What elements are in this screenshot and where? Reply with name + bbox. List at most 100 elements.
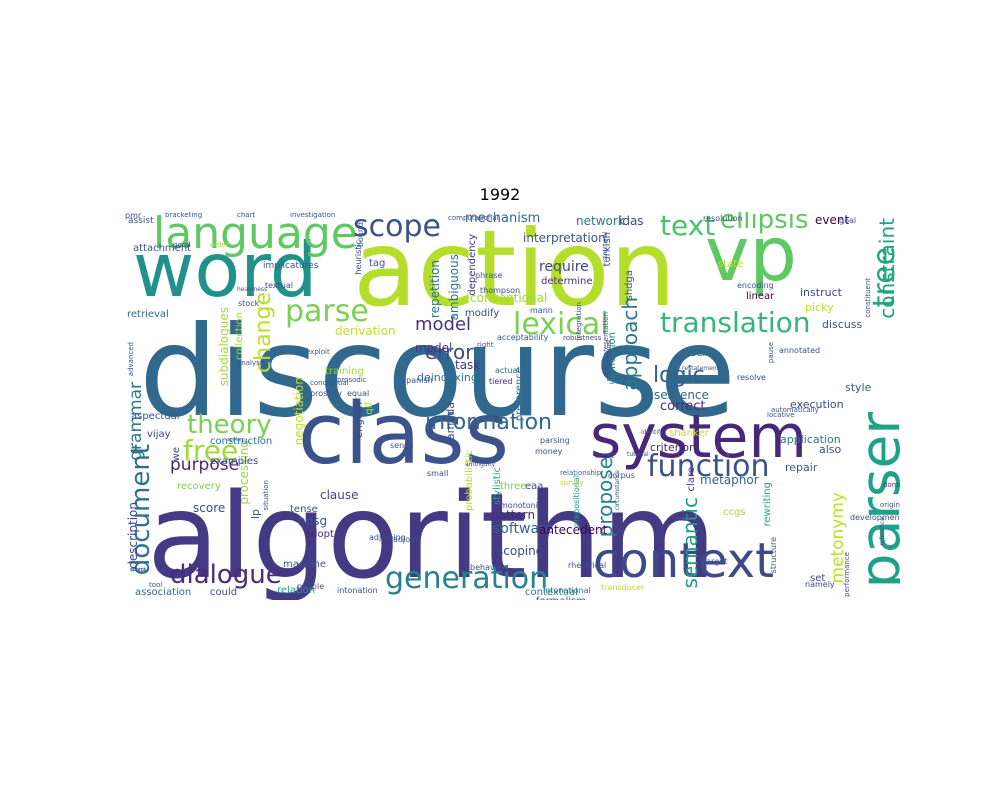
cloud-word: transducer	[601, 583, 645, 592]
cloud-word: also	[819, 443, 842, 456]
cloud-word: constituent	[864, 278, 872, 318]
cloud-word: could	[210, 587, 238, 598]
cloud-word: original	[880, 501, 900, 509]
cloud-word: situation	[262, 480, 270, 511]
cloud-word: ccgs	[723, 507, 746, 518]
cloud-word: pattern	[491, 508, 536, 522]
cloud-word: it	[305, 446, 309, 452]
cloud-word: vijay	[147, 429, 171, 440]
cloud-word: tense	[290, 504, 318, 515]
cloud-word: idas	[619, 214, 644, 228]
cloud-word: sentence	[654, 388, 709, 402]
cloud-word: examples	[210, 456, 259, 467]
cloud-word: structural	[602, 232, 609, 262]
cloud-word: shdga	[624, 270, 635, 301]
cloud-word: money	[535, 447, 563, 456]
cloud-word: picky	[805, 301, 834, 314]
cloud-word: lp	[249, 509, 262, 520]
cloud-word: heuristic	[354, 240, 363, 275]
cloud-word: stock	[238, 299, 260, 308]
cloud-word: identify	[641, 429, 664, 436]
cloud-word: association	[135, 587, 192, 598]
figure-title: 1992	[479, 185, 521, 204]
cloud-word: attachment	[133, 243, 192, 254]
cloud-word: formalism	[536, 597, 586, 601]
cloud-word: intonational	[543, 586, 591, 595]
cloud-word: subdialogues	[217, 307, 231, 387]
cloud-word: development	[850, 513, 900, 522]
cloud-word: tiered	[489, 377, 513, 386]
cloud-word: aspectual	[131, 411, 180, 422]
cloud-word: namely	[805, 580, 835, 589]
cloud-word: context	[593, 533, 774, 589]
cloud-word: dependency	[467, 234, 478, 296]
cloud-word: negotiation	[292, 377, 306, 446]
cloud-word: application	[780, 433, 841, 446]
cloud-word: criterion	[650, 441, 696, 454]
cloud-word: relationship	[560, 469, 602, 477]
cloud-word: require	[539, 259, 589, 275]
cloud-word: action	[353, 212, 677, 330]
cloud-word: language	[153, 212, 358, 259]
cloud-word: analysis	[237, 359, 266, 367]
cloud-word: text	[660, 212, 716, 242]
cloud-word: target	[703, 557, 728, 566]
cloud-word: rhetorical	[568, 561, 607, 570]
cloud-word: determine	[541, 276, 593, 287]
cloud-word: heaviness	[237, 286, 268, 293]
cloud-word: exploit	[306, 348, 330, 356]
cloud-word: integration	[575, 302, 583, 341]
cloud-word: retrieval	[127, 309, 169, 320]
cloud-word: small	[427, 469, 449, 478]
cloud-word: ellipsis	[720, 212, 809, 235]
cloud-word: object	[130, 567, 146, 573]
cloud-word: task	[455, 358, 481, 372]
cloud-word: fail	[680, 516, 690, 523]
cloud-word: interpretation	[523, 231, 606, 245]
cloud-word: implicatures	[263, 261, 319, 271]
cloud-word: tag	[369, 258, 386, 269]
cloud-word: thompson	[480, 286, 521, 295]
cloud-word: ambiguous	[447, 254, 461, 321]
cloud-word: sens	[691, 348, 714, 359]
cloud-word: event	[815, 213, 850, 227]
cloud-word: qlf	[364, 402, 375, 415]
cloud-word: style	[845, 381, 872, 394]
cloud-word: construction	[210, 436, 273, 447]
cloud-word: machine	[283, 559, 326, 570]
cloud-word: prosody	[310, 389, 342, 398]
cloud-word: tool	[149, 581, 163, 589]
cloud-word: conceptual	[310, 379, 349, 387]
cloud-word: resolution	[703, 214, 743, 223]
cloud-word: information	[425, 410, 552, 435]
cloud-word: intonation	[337, 586, 378, 595]
cloud-word: adjoin	[393, 535, 418, 544]
cloud-word: lexical	[513, 307, 609, 342]
cloud-word: actual	[495, 366, 520, 375]
cloud-word: vp	[705, 212, 797, 298]
cloud-word: restatement	[682, 365, 719, 372]
cloud-word: software	[493, 521, 554, 537]
cloud-word: logic	[653, 363, 705, 388]
cloud-word: linear	[746, 291, 775, 302]
cloud-word: prosodic	[337, 376, 367, 384]
cloud-word: discourse	[139, 300, 737, 445]
word-cloud: discourse algorithm action word vp class syste…	[125, 212, 900, 600]
cloud-word: performance	[843, 552, 851, 597]
cloud-word: encoding	[737, 281, 774, 290]
cloud-word: contextual	[525, 587, 578, 598]
cloud-word: adjoining	[369, 533, 406, 542]
cloud-word: mechanism	[465, 212, 541, 226]
cloud-word: eaa	[525, 481, 544, 492]
cloud-word: scoping	[497, 544, 544, 558]
cloud-word: pmr	[125, 212, 142, 220]
cloud-word: execution	[790, 398, 844, 411]
cloud-word: hpsg	[298, 514, 328, 528]
cloud-word: acceptability	[497, 333, 549, 342]
cloud-word: bracketing	[165, 212, 203, 219]
cloud-word: recovery	[177, 481, 221, 492]
cloud-word: adopt	[305, 529, 334, 540]
cloud-word: order	[210, 241, 229, 249]
cloud-word: investigation	[290, 212, 336, 219]
cloud-word: lambda	[444, 402, 457, 444]
